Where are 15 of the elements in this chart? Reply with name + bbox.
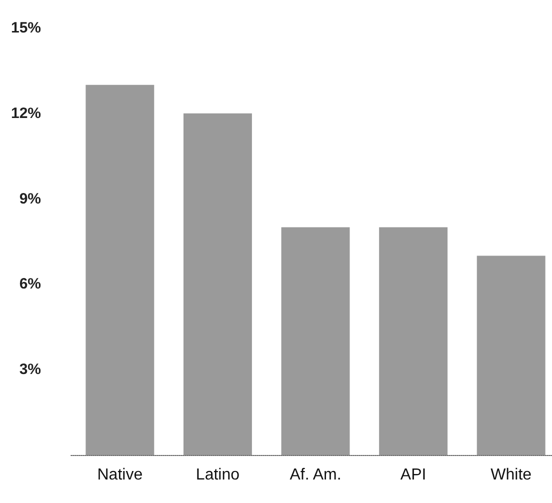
y-tick-label: 9% — [19, 190, 42, 208]
bar — [86, 84, 154, 455]
x-tick-label: API — [400, 466, 426, 484]
x-tick-label: Latino — [196, 466, 240, 484]
x-tick-label: Native — [97, 466, 143, 484]
y-tick-label: 15% — [10, 20, 42, 36]
bar — [476, 256, 546, 455]
x-tick-label: Af. Am. — [290, 466, 342, 484]
y-tick-label: 12% — [10, 104, 42, 122]
bar — [379, 227, 448, 455]
bar — [281, 227, 350, 455]
y-tick-label: 3% — [19, 361, 42, 378]
y-tick-label: 6% — [19, 276, 42, 293]
x-tick-label: White — [490, 466, 532, 484]
bar — [183, 113, 252, 455]
